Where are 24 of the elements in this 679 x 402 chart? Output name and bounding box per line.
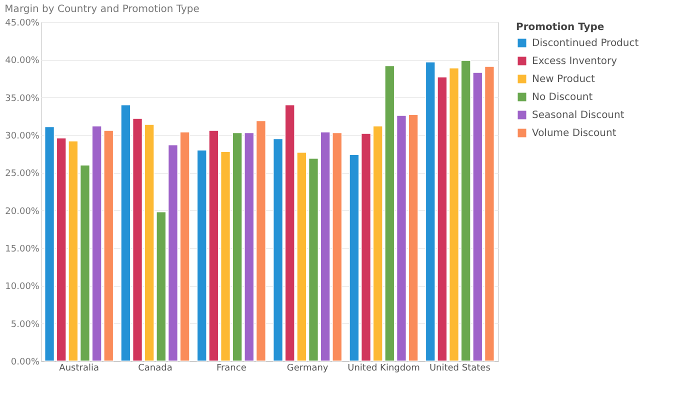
x-tick-label: Germany bbox=[286, 364, 329, 374]
x-tick-label: United States bbox=[429, 364, 491, 374]
y-tick-label: 45.00% bbox=[5, 18, 40, 28]
y-tick-label: 10.00% bbox=[5, 282, 40, 292]
legend-title: Promotion Type bbox=[516, 22, 604, 33]
y-tick-label: 35.00% bbox=[5, 94, 40, 104]
legend-label: Volume Discount bbox=[532, 128, 616, 139]
legend-label: New Product bbox=[532, 74, 596, 85]
x-tick-label: United Kingdom bbox=[348, 364, 420, 374]
chart-title: Margin by Country and Promotion Type bbox=[4, 4, 200, 15]
y-tick-label: 15.00% bbox=[5, 244, 40, 254]
y-tick-label: 20.00% bbox=[5, 206, 40, 217]
x-tick-label: France bbox=[216, 364, 247, 374]
y-tick-label: 5.00% bbox=[10, 320, 40, 330]
legend-label: Discontinued Product bbox=[532, 38, 639, 49]
y-tick-label: 0.00% bbox=[10, 358, 40, 368]
y-tick-label: 25.00% bbox=[5, 169, 40, 180]
legend-label: No Discount bbox=[532, 92, 593, 103]
y-tick-label: 30.00% bbox=[5, 132, 40, 142]
legend-label: Seasonal Discount bbox=[532, 110, 624, 121]
y-tick-label: 40.00% bbox=[5, 56, 40, 66]
x-tick-label: Canada bbox=[138, 364, 172, 374]
x-tick-label: Australia bbox=[59, 364, 99, 374]
legend-label: Excess Inventory bbox=[532, 56, 618, 67]
